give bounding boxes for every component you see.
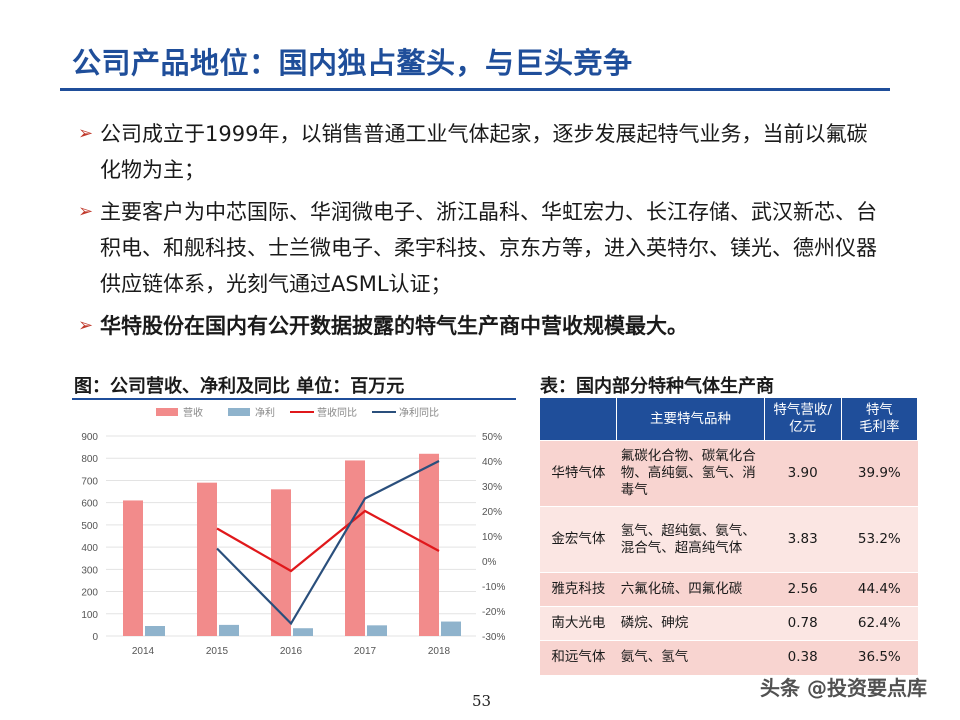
- bar-net-profit: [367, 625, 387, 636]
- y-left-tick-label: 200: [81, 588, 98, 599]
- legend-swatch: [228, 408, 250, 416]
- bullet-list: ➢ 公司成立于1999年，以销售普通工业气体起家，逐步发展起特气业务，当前以氟碳…: [78, 116, 888, 350]
- table-row: 南大光电 磷烷、砷烷 0.78 62.4%: [540, 606, 918, 641]
- cell-company: 华特气体: [540, 440, 617, 507]
- bullet-item: ➢ 公司成立于1999年，以销售普通工业气体起家，逐步发展起特气业务，当前以氟碳…: [78, 116, 888, 188]
- legend-label: 净利: [255, 406, 275, 419]
- header-revenue: 特气营收/ 亿元: [764, 398, 842, 441]
- cell-revenue: 3.83: [764, 506, 842, 573]
- legend-label: 营收: [183, 406, 203, 419]
- header-products: 主要特气品种: [616, 398, 765, 441]
- table-header-row: 主要特气品种 特气营收/ 亿元 特气 毛利率: [540, 398, 919, 441]
- legend-label: 净利同比: [399, 406, 439, 419]
- y-right-tick-label: -10%: [482, 582, 505, 593]
- legend-label: 营收同比: [317, 406, 357, 419]
- y-left-tick-label: 600: [81, 499, 98, 510]
- cell-revenue: 0.38: [764, 640, 842, 675]
- cell-margin: 36.5%: [841, 640, 918, 675]
- table-row: 华特气体 氟碳化合物、碳氧化合物、高纯氨、氢气、消毒气 3.90 39.9%: [540, 440, 918, 507]
- legend-swatch: [156, 408, 178, 416]
- cell-revenue: 3.90: [764, 440, 842, 507]
- cell-company: 和远气体: [540, 640, 617, 675]
- y-right-tick-label: 0%: [482, 557, 497, 568]
- arrow-bullet-icon: ➢: [78, 315, 94, 336]
- revenue-profit-chart: 0 100 200 300 400 500 600 700 800 900 -30% -20% -10%…: [81, 406, 505, 657]
- cell-margin: 62.4%: [841, 606, 918, 641]
- cell-products: 磷烷、砷烷: [616, 606, 765, 641]
- header-margin-line: 特气: [865, 402, 893, 418]
- page-number: 53: [472, 692, 492, 710]
- table-row: 雅克科技 六氟化硫、四氟化碳 2.56 44.4%: [540, 572, 918, 607]
- header-revenue-line: 特气营收/: [773, 402, 832, 418]
- cell-company: 南大光电: [540, 606, 617, 641]
- y-left-tick-label: 700: [81, 476, 98, 487]
- table-row: 和远气体 氨气、氢气 0.38 36.5%: [540, 640, 918, 675]
- x-tick-label: 2016: [280, 646, 303, 657]
- chart-heading-divider: [72, 398, 516, 400]
- gas-producers-table: 主要特气品种 特气营收/ 亿元 特气 毛利率 华特气体 氟碳化合物、碳氧化合物、…: [540, 398, 919, 675]
- cell-products: 氢气、超纯氨、氨气、混合气、超高纯气体: [616, 506, 765, 573]
- bar-revenue: [271, 489, 291, 636]
- bar-net-profit: [219, 624, 239, 636]
- y-right-tick-label: -30%: [482, 632, 505, 643]
- table-row: 金宏气体 氢气、超纯氨、氨气、混合气、超高纯气体 3.83 53.2%: [540, 506, 918, 573]
- arrow-bullet-icon: ➢: [78, 123, 94, 144]
- cell-margin: 39.9%: [841, 440, 918, 507]
- chart-heading: 图：公司营收、净利及同比 单位：百万元: [74, 376, 405, 397]
- cell-margin: 53.2%: [841, 506, 918, 573]
- cell-products: 氟碳化合物、碳氧化合物、高纯氨、氢气、消毒气: [616, 440, 765, 507]
- arrow-bullet-icon: ➢: [78, 201, 94, 222]
- cell-products: 氨气、氢气: [616, 640, 765, 675]
- y-right-tick-label: 20%: [482, 507, 502, 518]
- y-right-tick-label: -20%: [482, 607, 505, 618]
- cell-revenue: 0.78: [764, 606, 842, 641]
- y-left-tick-label: 300: [81, 565, 98, 576]
- title-divider: [60, 88, 890, 91]
- header-revenue-line: 亿元: [789, 419, 817, 435]
- header-company: [540, 398, 618, 441]
- y-left-tick-label: 0: [92, 632, 98, 643]
- y-right-tick-label: 10%: [482, 532, 502, 543]
- bar-net-profit: [441, 621, 461, 636]
- bar-revenue: [197, 482, 217, 636]
- y-right-tick-label: 40%: [482, 457, 502, 468]
- x-tick-label: 2014: [132, 646, 155, 657]
- bullet-item: ➢ 主要客户为中芯国际、华润微电子、浙江晶科、华虹宏力、长江存储、武汉新芯、台积…: [78, 194, 888, 302]
- x-tick-label: 2017: [354, 646, 377, 657]
- bullet-text: 主要客户为中芯国际、华润微电子、浙江晶科、华虹宏力、长江存储、武汉新芯、台积电、…: [100, 200, 877, 296]
- line-net-profit-yoy: [216, 460, 440, 626]
- x-tick-label: 2015: [206, 646, 229, 657]
- y-left-tick-label: 400: [81, 543, 98, 554]
- bar-revenue: [123, 500, 143, 636]
- bar-net-profit: [293, 628, 313, 636]
- bullet-text: 公司成立于1999年，以销售普通工业气体起家，逐步发展起特气业务，当前以氟碳化物…: [100, 122, 868, 182]
- cell-company: 雅克科技: [540, 572, 617, 607]
- cell-revenue: 2.56: [764, 572, 842, 607]
- bullet-item: ➢ 华特股份在国内有公开数据披露的特气生产商中营收规模最大。: [78, 308, 888, 344]
- line-revenue-yoy: [216, 509, 440, 573]
- y-left-tick-label: 500: [81, 521, 98, 532]
- y-right-tick-label: 30%: [482, 482, 502, 493]
- cell-company: 金宏气体: [540, 506, 617, 573]
- bullet-text: 华特股份在国内有公开数据披露的特气生产商中营收规模最大。: [100, 314, 688, 338]
- table-heading: 表：国内部分特种气体生产商: [540, 376, 774, 397]
- y-right-tick-label: 50%: [482, 432, 502, 443]
- watermark-text: 头条 @投资要点库: [760, 676, 927, 700]
- bar-net-profit: [145, 626, 165, 636]
- header-margin: 特气 毛利率: [841, 398, 919, 441]
- cell-margin: 44.4%: [841, 572, 918, 607]
- y-left-tick-label: 100: [81, 610, 98, 621]
- bar-revenue: [345, 460, 365, 636]
- cell-products: 六氟化硫、四氟化碳: [616, 572, 765, 607]
- x-tick-label: 2018: [428, 646, 451, 657]
- slide-title: 公司产品地位：国内独占鳌头，与巨头竞争: [72, 46, 633, 80]
- y-left-tick-label: 900: [81, 432, 98, 443]
- header-margin-line: 毛利率: [859, 419, 900, 435]
- y-left-tick-label: 800: [81, 454, 98, 465]
